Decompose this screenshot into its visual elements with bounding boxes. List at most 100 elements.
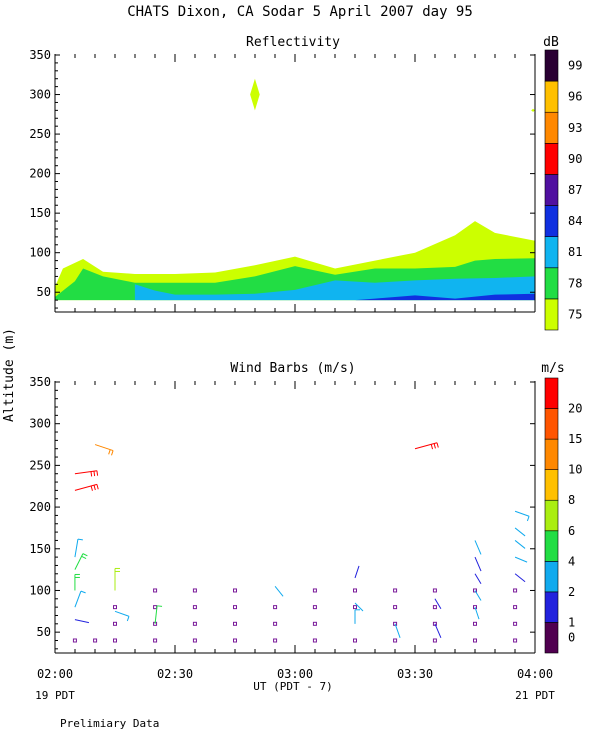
refl-colorbar-label-3: 84 — [568, 214, 582, 228]
wind-y-tick-label-150: 150 — [29, 542, 51, 556]
wind-barb-23 — [474, 606, 480, 620]
calm-point-22 — [353, 588, 357, 593]
refl-y-tick-label-100: 100 — [29, 246, 51, 260]
refl-colorbar-swatch-1 — [544, 267, 559, 300]
wind-barb-19 — [474, 540, 482, 555]
wind-barb-12 — [354, 565, 360, 579]
calm-point-40 — [432, 638, 437, 643]
reflectivity-layer-84db — [355, 293, 535, 301]
wind-colorbar-swatch-4 — [544, 499, 559, 532]
wind-colorbar-swatch-8 — [544, 377, 559, 409]
wind-barb-18 — [434, 623, 442, 639]
calm-point-19 — [312, 605, 317, 610]
wind-barb-22 — [474, 590, 482, 601]
calm-point-11 — [233, 588, 237, 593]
wind-barb-6 — [74, 483, 99, 491]
calm-point-41 — [72, 638, 77, 643]
refl-colorbar-label-7: 96 — [568, 90, 582, 104]
wind-barb-flag-7-1 — [108, 449, 111, 455]
calm-point-4 — [153, 605, 158, 610]
wind-barb-shaft-12 — [354, 565, 360, 579]
wind-barb-shaft-6 — [74, 483, 98, 491]
wind-barb-7 — [94, 444, 114, 456]
wind-barb-shaft-16 — [414, 442, 438, 450]
wind-barb-shaft-4 — [74, 619, 90, 624]
wind-barb-flag-16-1 — [433, 443, 436, 449]
wind-colorbar-label-8: 20 — [568, 402, 582, 416]
calm-point-27 — [393, 621, 398, 626]
calm-point-9 — [192, 621, 197, 626]
wind-colorbar-label-1: 1 — [568, 615, 575, 629]
calm-point-28 — [393, 638, 398, 643]
x-tick-label-4: 04:00 — [517, 667, 553, 681]
refl-colorbar-label-0: 75 — [568, 307, 582, 321]
refl-colorbar-label-2: 81 — [568, 245, 582, 259]
calm-point-32 — [473, 588, 477, 593]
wind-colorbar-label-5: 8 — [568, 493, 575, 507]
x-axis-label: UT (PDT - 7) — [253, 680, 332, 693]
calm-point-42 — [93, 638, 98, 643]
y-axis-label: Altitude (m) — [2, 328, 17, 422]
refl-y-tick-label-150: 150 — [29, 206, 51, 220]
wind-barb-16 — [414, 442, 439, 450]
wind-colorbar-swatch-5 — [544, 469, 559, 501]
x-right-pdt-note: 21 PDT — [515, 689, 555, 702]
wind-barb-shaft-13 — [354, 602, 364, 612]
wind-barb-24 — [514, 510, 530, 522]
wind-barb-shaft-26 — [514, 540, 526, 549]
refl-colorbar-swatch-0 — [544, 298, 559, 331]
wind-y-tick-label-350: 350 — [29, 375, 51, 389]
x-tick-label-3: 03:30 — [397, 667, 433, 681]
calm-point-17 — [273, 638, 278, 643]
wind-barb-21 — [474, 573, 482, 585]
wind-barb-flag-16-0 — [436, 442, 439, 448]
wind-colorbar-swatch-6 — [544, 438, 559, 470]
colorbar-unit-wind: m/s — [541, 361, 564, 376]
wind-barb-flag-16-2 — [430, 444, 434, 450]
wind-barb-shaft-25 — [514, 527, 526, 537]
refl-colorbar-swatch-8 — [544, 49, 559, 82]
wind-barb-flag-3-0 — [80, 590, 86, 594]
wind-colorbar-label-7: 15 — [568, 432, 582, 446]
calm-point-21 — [312, 638, 317, 643]
calm-point-15 — [273, 605, 278, 610]
wind-barb-15 — [394, 623, 401, 638]
wind-barb-17 — [434, 598, 442, 610]
wind-colorbar-label-6: 10 — [568, 463, 582, 477]
wind-y-tick-label-200: 200 — [29, 500, 51, 514]
wind-y-tick-label-300: 300 — [29, 417, 51, 431]
wind-barb-flag-6-1 — [93, 485, 96, 491]
wind-barb-3 — [74, 590, 86, 608]
wind-barb-0 — [74, 538, 83, 558]
refl-y-tick-label-300: 300 — [29, 88, 51, 102]
x-tick-label-0: 02:00 — [37, 667, 73, 681]
wind-barb-flag-1-0 — [82, 553, 88, 557]
wind-colorbar-label-4: 6 — [568, 524, 575, 538]
calm-point-30 — [432, 605, 437, 610]
wind-barb-4 — [74, 619, 90, 624]
wind-barb-flag-9-0 — [126, 616, 130, 622]
wind-barb-28 — [514, 573, 526, 583]
x-left-pdt-note: 19 PDT — [35, 689, 75, 702]
wind-barb-flag-6-0 — [96, 484, 99, 490]
refl-colorbar-label-5: 90 — [568, 152, 582, 166]
calm-point-10 — [192, 638, 197, 643]
wind-barb-10 — [154, 605, 163, 624]
calm-point-8 — [192, 605, 197, 610]
wind-barb-shaft-3 — [74, 590, 82, 608]
wind-barb-shaft-21 — [474, 573, 482, 585]
calm-point-14 — [233, 638, 237, 643]
wind-barb-shaft-19 — [474, 540, 482, 555]
wind-barb-flag-24-0 — [526, 516, 530, 522]
wind-barb-9 — [114, 610, 130, 622]
calm-point-25 — [393, 588, 398, 593]
calm-point-1 — [113, 621, 117, 626]
refl-colorbar-label-1: 78 — [568, 276, 582, 290]
wind-barb-shaft-27 — [514, 556, 528, 563]
wind-barb-flag-6-2 — [90, 485, 93, 491]
calm-point-18 — [312, 588, 317, 593]
calm-point-13 — [233, 621, 237, 626]
wind-barb-flag-0-0 — [77, 538, 83, 541]
wind-barb-shaft-9 — [114, 610, 130, 617]
